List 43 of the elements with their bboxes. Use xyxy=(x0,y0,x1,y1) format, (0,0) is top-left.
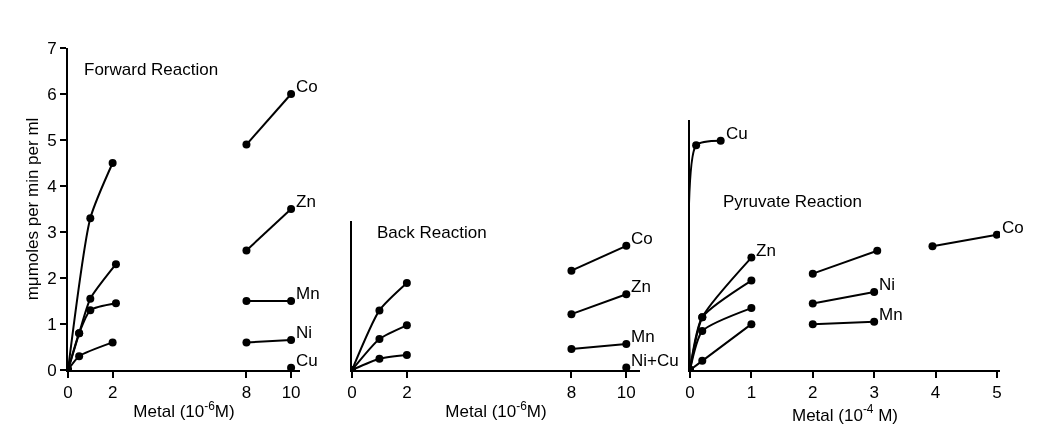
y-tick-label: 1 xyxy=(47,314,57,334)
series-label: Cu xyxy=(726,124,748,143)
series-label: Ni xyxy=(296,323,313,342)
series-label: Co xyxy=(1002,218,1024,237)
x-tick-label: 3 xyxy=(869,383,879,403)
x-tick-label: 10 xyxy=(616,383,636,403)
series-label: Cu xyxy=(296,351,318,370)
x-tick-label: 2 xyxy=(107,383,118,403)
text: Forward Reaction xyxy=(84,60,219,79)
x-tick-label: 10 xyxy=(281,383,301,403)
y-tick-label: 0 xyxy=(47,360,57,380)
series-label: Mn xyxy=(631,327,655,346)
x-tick-label: 0 xyxy=(347,383,357,403)
y-tick-label: 6 xyxy=(47,84,57,104)
series-label: Zn xyxy=(631,277,651,296)
series-label: Co xyxy=(296,77,318,96)
y-tick-label: 7 xyxy=(47,38,57,58)
x-tick-label: 8 xyxy=(566,383,577,403)
x-tick-label: 8 xyxy=(241,383,252,403)
x-tick-label: 4 xyxy=(930,383,941,403)
y-axis-title: mμmoles per min per ml xyxy=(23,117,43,301)
x-tick-label: 0 xyxy=(685,383,695,403)
y-tick-label: 4 xyxy=(47,176,57,196)
series-label: Mn xyxy=(296,284,320,303)
series-label: Mn xyxy=(879,305,903,324)
y-tick-label: 5 xyxy=(47,130,57,150)
x-axis-title: Metal (10$^{-6}$M) xyxy=(133,399,235,422)
x-tick-label: 2 xyxy=(808,383,818,403)
x-axis-title: Metal (10$^{-6}$M) xyxy=(445,399,547,422)
chart-title: Back Reaction xyxy=(377,223,487,242)
series-label: Co xyxy=(631,229,653,248)
y-tick-label: 3 xyxy=(47,222,57,242)
series-label: Zn xyxy=(296,192,316,211)
text: Pyruvate Reaction xyxy=(723,192,862,211)
x-tick-label: 2 xyxy=(402,383,412,403)
x-tick-label: 0 xyxy=(63,383,73,403)
y-tick-label: 2 xyxy=(47,268,57,288)
x-tick-label: 5 xyxy=(992,383,1002,403)
series-label: Zn xyxy=(756,241,776,260)
series-label: Ni xyxy=(879,275,896,294)
x-tick-label: 1 xyxy=(746,383,757,403)
x-axis-title: Metal (10$^{-4}$ M) xyxy=(792,402,898,425)
series-label: Ni+Cu xyxy=(631,351,679,370)
